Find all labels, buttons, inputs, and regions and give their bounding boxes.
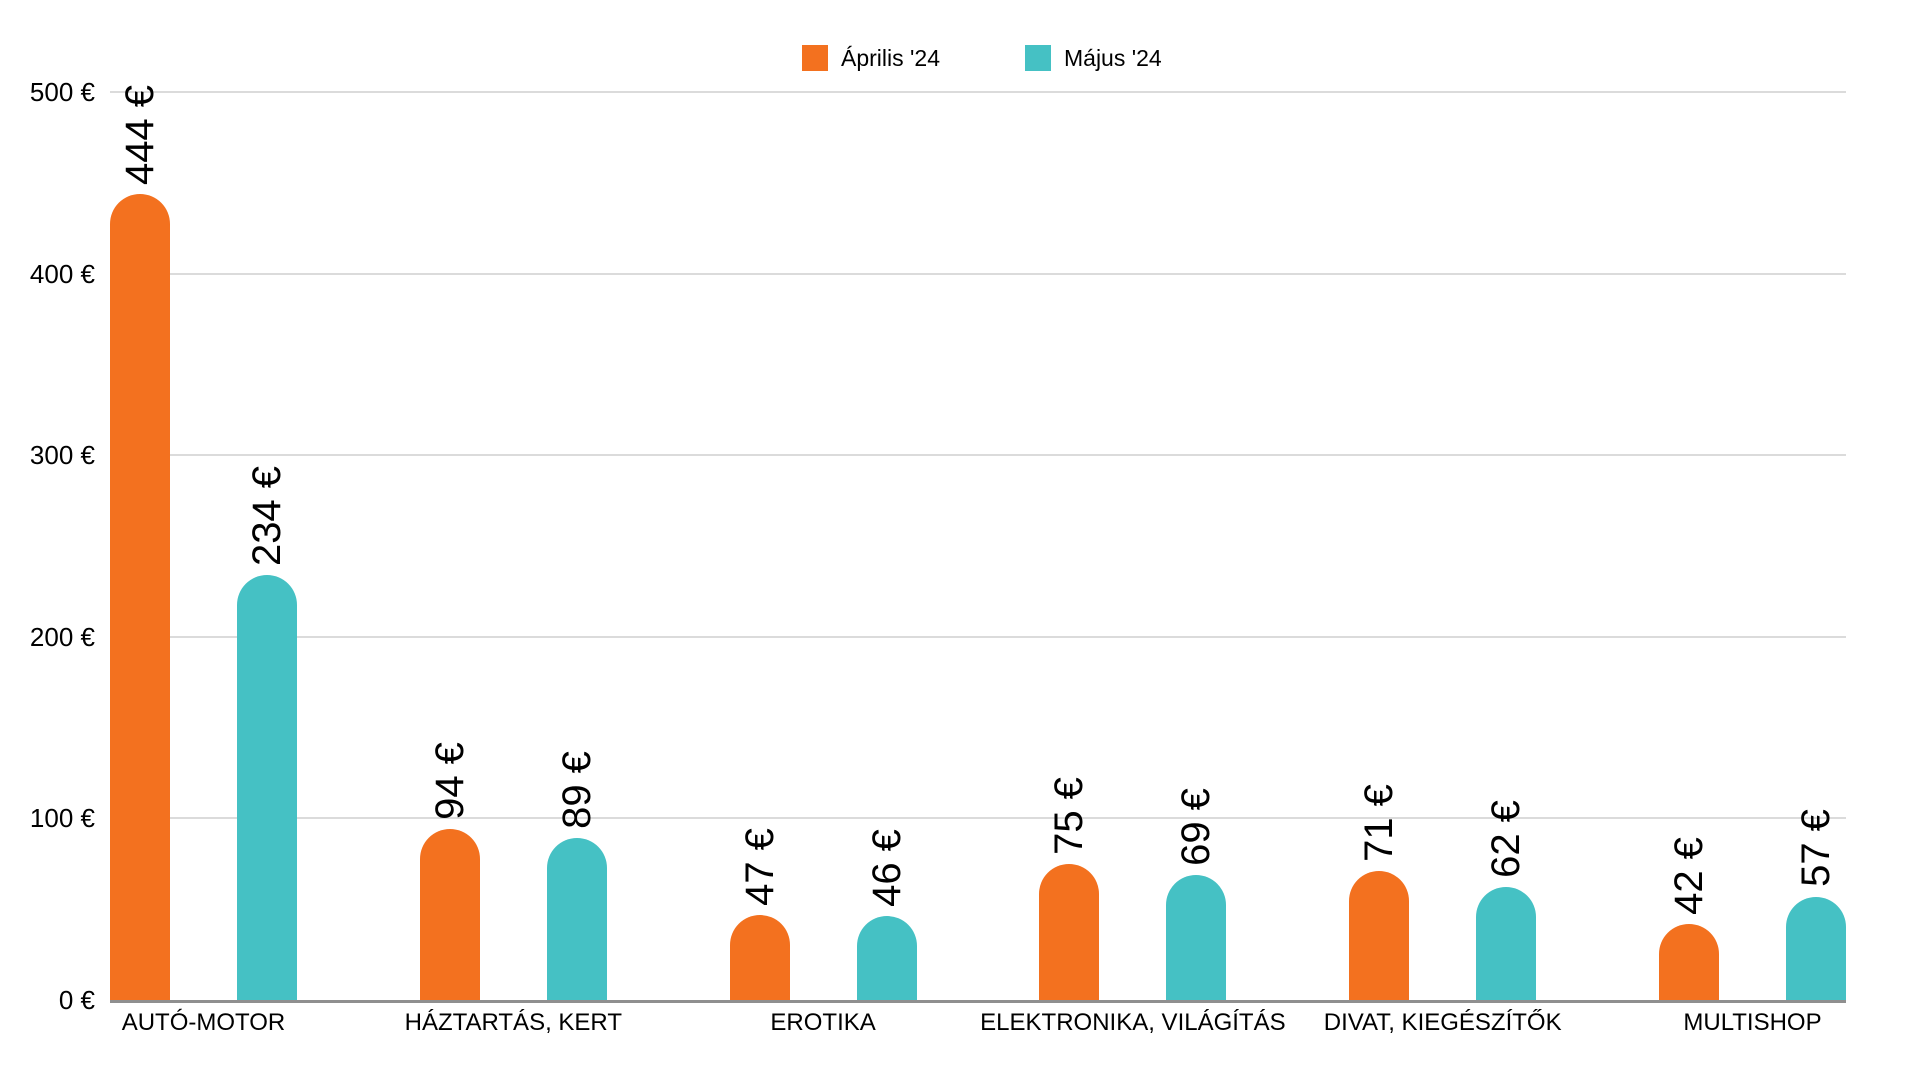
bar-value-label: 94 €	[427, 742, 472, 821]
y-gridline	[110, 817, 1846, 820]
x-axis-line	[110, 1000, 1846, 1003]
legend-label-april: Április '24	[841, 45, 940, 71]
y-axis-tick-label: 100 €	[29, 803, 95, 834]
legend-item-may: Május '24	[1025, 45, 1162, 71]
bar-may	[1166, 874, 1227, 1000]
bar-value-label: 46 €	[864, 829, 909, 908]
category-label: EROTIKA	[770, 1009, 876, 1036]
bar-value-label: 89 €	[554, 751, 599, 830]
bar-value-label: 42 €	[1666, 836, 1711, 915]
bar-may	[237, 575, 297, 1000]
legend: Április '24 Május '24	[802, 45, 1162, 71]
category-label: AUTÓ-MOTOR	[121, 1009, 286, 1036]
legend-swatch-may-icon	[1025, 45, 1051, 71]
bar-value-label: 47 €	[737, 827, 782, 906]
legend-label-may: Május '24	[1064, 45, 1162, 71]
bar-may	[1786, 896, 1846, 1000]
bar-may	[1476, 887, 1537, 1000]
y-gridline	[110, 635, 1846, 638]
y-axis-tick-label: 0 €	[58, 985, 95, 1015]
y-axis-tick-label: 300 €	[29, 440, 95, 471]
bar-april	[1039, 863, 1100, 1000]
bar-april	[1659, 923, 1719, 1000]
bar-april	[110, 193, 170, 1000]
bar-april	[1349, 871, 1410, 1000]
legend-item-april: Április '24	[802, 45, 940, 71]
bar-april	[419, 829, 480, 1000]
y-gridline	[110, 454, 1846, 457]
category-label: ELEKTRONIKA, VILÁGÍTÁS	[980, 1009, 1286, 1036]
bar-value-label: 62 €	[1484, 800, 1529, 879]
bar-value-label: 444 €	[118, 84, 163, 185]
category-label: DIVAT, KIEGÉSZÍTŐK	[1323, 1009, 1562, 1036]
y-gridline	[110, 272, 1846, 275]
y-axis-tick-label: 400 €	[29, 258, 95, 289]
bar-may	[546, 838, 607, 1000]
bar-value-label: 71 €	[1357, 784, 1402, 862]
y-axis-tick-label: 500 €	[29, 77, 95, 107]
bar-value-label: 75 €	[1047, 776, 1092, 855]
bar-value-label: 57 €	[1793, 809, 1838, 888]
y-axis-tick-label: 200 €	[29, 621, 95, 652]
category-label: HÁZTARTÁS, KERT	[404, 1009, 622, 1036]
bar-april	[729, 914, 790, 1000]
legend-swatch-april-icon	[802, 45, 828, 71]
bar-value-label: 234 €	[245, 465, 290, 567]
bar-may	[856, 916, 917, 1000]
y-gridline	[110, 91, 1846, 93]
category-label: MULTISHOP	[1683, 1009, 1822, 1036]
bar-value-label: 69 €	[1174, 787, 1219, 866]
